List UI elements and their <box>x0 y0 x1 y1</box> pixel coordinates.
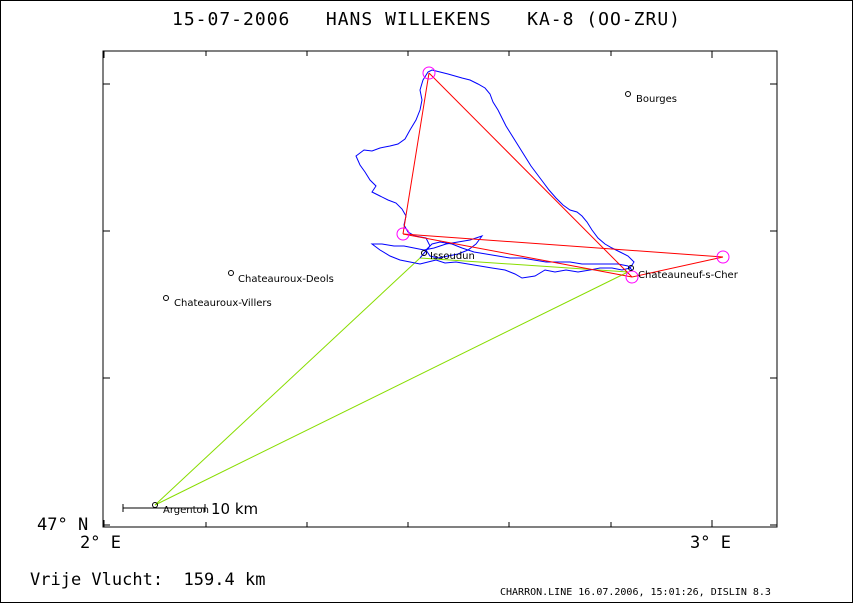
scale-bar-label: 10 km <box>211 500 258 518</box>
turnpoints <box>396 66 730 284</box>
distance-readout: Vrije Vlucht: 159.4 km <box>30 570 265 590</box>
x-axis-max-label: 3° E <box>690 533 731 553</box>
turnpoint-marker <box>716 250 730 264</box>
x-axis-min-label: 2° E <box>80 533 121 553</box>
axis-ticks <box>103 51 777 527</box>
distance-value: 159.4 km <box>183 570 266 590</box>
scale-bar <box>122 504 206 512</box>
start-legs <box>154 257 629 506</box>
task-lines <box>402 72 724 278</box>
turnpoint-marker <box>625 270 639 284</box>
city-label: Chateauneuf-s-Cher <box>638 270 739 281</box>
city-label: Chateauroux-Villers <box>174 298 272 309</box>
flight-track <box>355 69 635 279</box>
distance-label: Vrije Vlucht: <box>30 570 164 590</box>
city-label: Chateauroux-Deols <box>238 274 334 285</box>
turnpoint-marker <box>422 66 436 80</box>
city-label: Argenton <box>163 505 209 516</box>
city-label: Issoudun <box>430 251 475 262</box>
city-label: Bourges <box>636 94 677 105</box>
footer-credit: CHARRON.LINE 16.07.2006, 15:01:26, DISLI… <box>500 587 771 598</box>
map-area <box>102 50 778 528</box>
y-axis-min-label: 47° N <box>37 515 89 535</box>
city-markers <box>152 91 634 508</box>
turnpoint-marker <box>396 227 410 241</box>
page-title: 15-07-2006 HANS WILLEKENS KA-8 (OO-ZRU) <box>172 9 681 30</box>
